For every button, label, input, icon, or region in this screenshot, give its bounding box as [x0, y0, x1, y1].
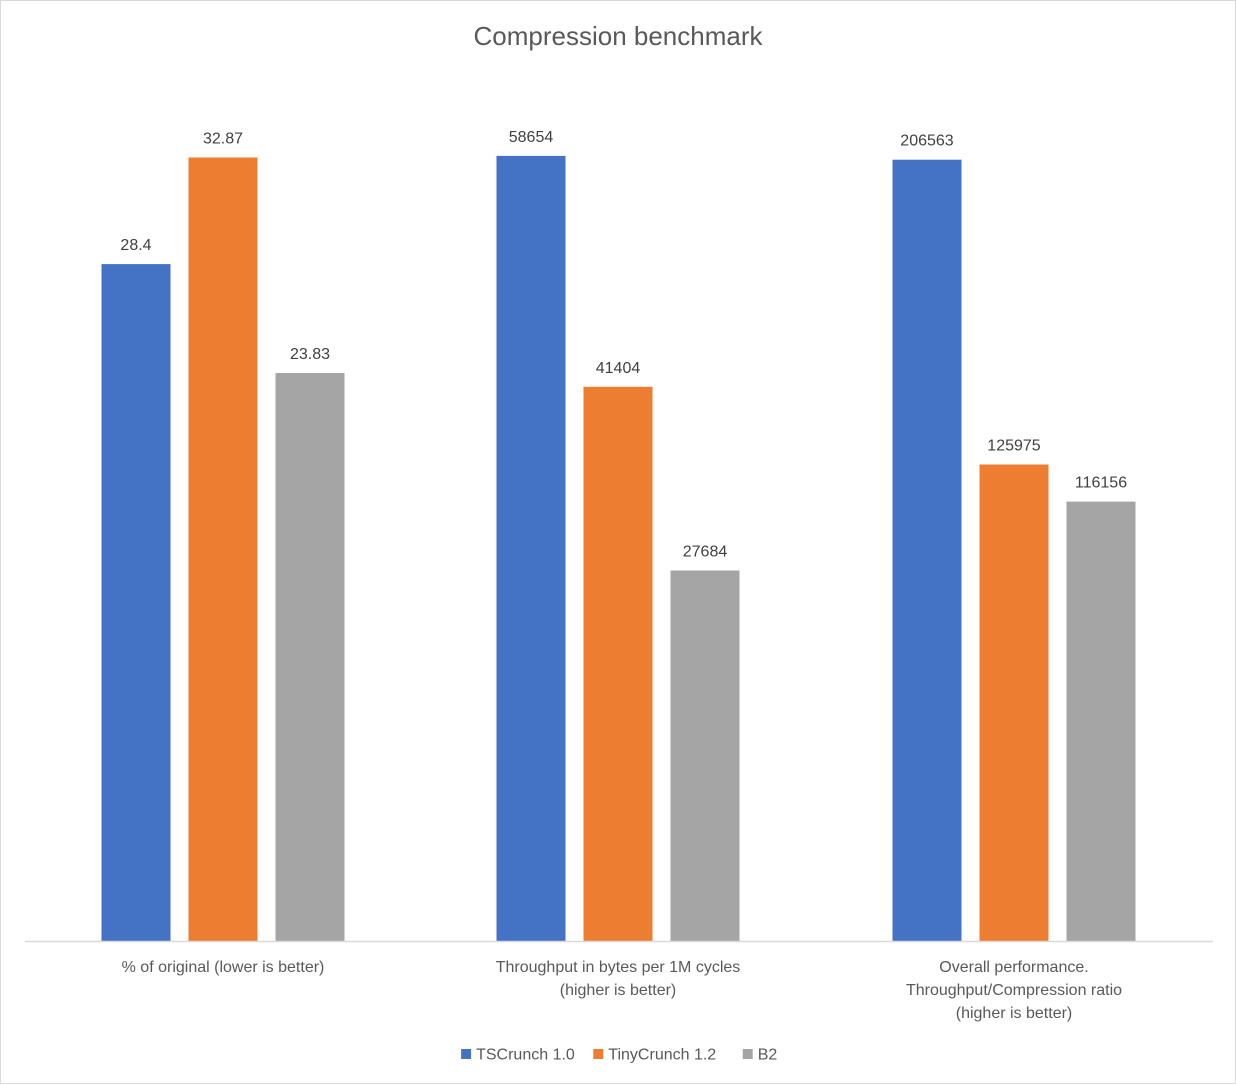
legend: TSCrunch 1.0 TinyCrunch 1.2 B2: [461, 1047, 777, 1064]
legend-label: TSCrunch 1.0: [476, 1047, 575, 1064]
data-label: 41404: [596, 360, 641, 377]
bars-layer: [101, 155, 1136, 942]
bar-b2-1: [670, 570, 740, 941]
bar-tinycrunch-1-2-2: [979, 464, 1049, 941]
data-label: 32.87: [203, 131, 243, 148]
legend-item-tscrunch-1-0: TSCrunch 1.0: [461, 1047, 575, 1064]
bar-tscrunch-1-0-0: [101, 264, 171, 942]
data-label: 206563: [900, 133, 953, 150]
data-label: 116156: [1075, 475, 1127, 492]
bar-b2-0: [275, 373, 345, 941]
data-label: 28.4: [120, 237, 151, 254]
category-label: Overall performance.: [939, 959, 1088, 976]
data-label: 23.83: [290, 346, 330, 363]
legend-item-tinycrunch-1-2: TinyCrunch 1.2: [593, 1047, 716, 1064]
bar-tinycrunch-1-2-1: [583, 386, 653, 941]
labels-layer: 28.4 32.87 23.83 % of original (lower is be…: [120, 129, 1127, 1022]
category-label: (higher is better): [560, 982, 677, 999]
chart-title: Compression benchmark: [473, 21, 763, 51]
category-label: % of original (lower is better): [122, 959, 325, 976]
legend-item-b2: B2: [742, 1047, 778, 1064]
bar-tinycrunch-1-2-0: [188, 157, 258, 941]
legend-swatch: [461, 1049, 472, 1059]
data-label: 125975: [987, 438, 1040, 455]
legend-label: TinyCrunch 1.2: [608, 1047, 716, 1064]
bar-tscrunch-1-0-1: [496, 155, 566, 941]
data-label: 58654: [509, 129, 554, 146]
category-label: (higher is better): [956, 1005, 1073, 1022]
category-label: Throughput/Compression ratio: [906, 982, 1122, 999]
data-label: 27684: [683, 544, 728, 561]
bar-tscrunch-1-0-2: [892, 159, 962, 941]
category-label: Throughput in bytes per 1M cycles: [496, 959, 741, 976]
bar-b2-2: [1066, 501, 1136, 941]
legend-label: B2: [758, 1047, 778, 1064]
legend-swatch: [742, 1049, 753, 1059]
legend-swatch: [593, 1049, 604, 1059]
